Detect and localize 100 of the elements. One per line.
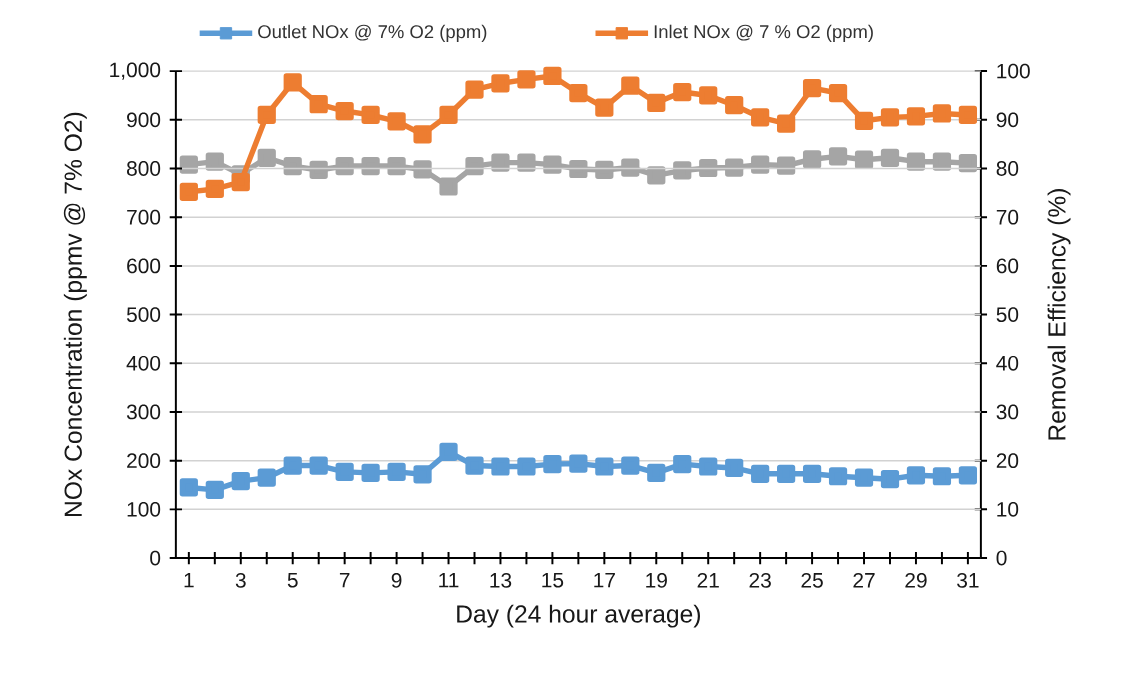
point — [828, 467, 848, 486]
point — [777, 156, 796, 175]
y2-tick-label: 100 — [997, 63, 1030, 79]
y-tick-label: 800 — [127, 161, 161, 176]
y-tick-label: 200 — [127, 453, 161, 469]
point — [543, 454, 562, 474]
point — [854, 111, 874, 130]
point — [543, 155, 562, 174]
y2-tick-label: 70 — [996, 209, 1019, 225]
x-tick-label: 13 — [490, 572, 512, 588]
point — [283, 156, 302, 176]
point — [491, 74, 510, 93]
legend-label: Inlet NOx @ 7 % O2 (ppm) — [654, 24, 873, 42]
point — [179, 182, 198, 202]
y2-tick-label: 10 — [997, 501, 1019, 517]
y2-tick-label: 0 — [996, 550, 1007, 566]
point — [205, 179, 224, 199]
x-tick-label: 7 — [339, 572, 350, 588]
point — [569, 83, 588, 103]
x-tick-label: 5 — [287, 572, 298, 588]
point — [828, 83, 848, 103]
point — [595, 98, 614, 117]
point — [283, 73, 302, 92]
y-tick-label: 700 — [127, 209, 161, 225]
point — [205, 480, 224, 500]
point — [517, 153, 536, 172]
point — [673, 454, 692, 474]
point — [958, 154, 978, 173]
point — [439, 442, 458, 462]
y-tick-label: 900 — [127, 112, 161, 128]
point — [699, 158, 718, 178]
point — [621, 456, 640, 475]
point — [335, 156, 354, 176]
y2-tick-label: 80 — [996, 161, 1019, 176]
x-tick-label: 15 — [542, 572, 564, 588]
x-tick-label: 25 — [801, 572, 823, 588]
y-tick-label: 100 — [127, 501, 161, 517]
point — [854, 468, 874, 487]
y-tick-label: 300 — [126, 404, 161, 420]
point — [880, 148, 900, 167]
point — [621, 158, 640, 177]
point — [335, 101, 354, 121]
point — [647, 93, 666, 112]
point — [958, 466, 978, 485]
point — [751, 108, 770, 127]
point — [413, 160, 432, 179]
point — [257, 468, 276, 487]
y2-tick-label: 30 — [996, 404, 1019, 420]
y2-tick-label: 90 — [996, 112, 1019, 128]
point — [906, 466, 926, 485]
y-tick-label: 600 — [127, 258, 161, 274]
point — [569, 454, 588, 473]
y-tick-label: 1,000 — [110, 62, 161, 80]
point — [932, 152, 952, 171]
x-tick-label: 29 — [905, 572, 927, 588]
point — [569, 159, 588, 179]
y2-tick-label: 20 — [996, 453, 1019, 469]
point — [673, 82, 692, 102]
x-tick-label: 31 — [957, 572, 979, 588]
point — [465, 456, 484, 475]
y2-tick-label: 40 — [996, 355, 1019, 371]
x-tick-label: 21 — [697, 572, 719, 588]
point — [283, 456, 302, 475]
point — [335, 462, 354, 481]
point — [647, 166, 666, 185]
point — [699, 86, 718, 105]
point — [179, 478, 198, 497]
y2-tick-label: 60 — [996, 258, 1019, 274]
point — [517, 457, 536, 476]
point — [777, 464, 796, 483]
point — [361, 105, 380, 125]
y2-tick-label: 50 — [996, 307, 1019, 322]
point — [932, 104, 952, 123]
point — [205, 152, 224, 171]
point — [673, 161, 692, 180]
point — [309, 160, 328, 180]
point — [828, 147, 848, 166]
x-tick-label: 1 — [184, 572, 194, 588]
point — [647, 463, 666, 482]
point — [854, 150, 874, 169]
y-tick-label: 500 — [126, 307, 161, 322]
y2-axis-title: Removal Efficiency (%) — [1047, 189, 1071, 440]
point — [257, 105, 276, 125]
point — [465, 156, 484, 176]
point — [465, 80, 484, 99]
point — [517, 70, 536, 89]
x-tick-label: 17 — [594, 572, 615, 588]
point — [958, 105, 978, 125]
point — [725, 458, 744, 478]
point — [880, 470, 900, 489]
legend-label: Outlet NOx @ 7% O2 (ppm) — [258, 24, 487, 42]
point — [231, 472, 250, 491]
x-axis-title: Day (24 hour average) — [457, 604, 700, 628]
point — [413, 465, 432, 484]
point — [309, 456, 328, 475]
x-tick-label: 9 — [391, 572, 402, 588]
point — [543, 66, 562, 86]
y-tick-label: 0 — [150, 550, 161, 566]
point — [361, 156, 380, 176]
x-tick-label: 11 — [439, 572, 459, 588]
